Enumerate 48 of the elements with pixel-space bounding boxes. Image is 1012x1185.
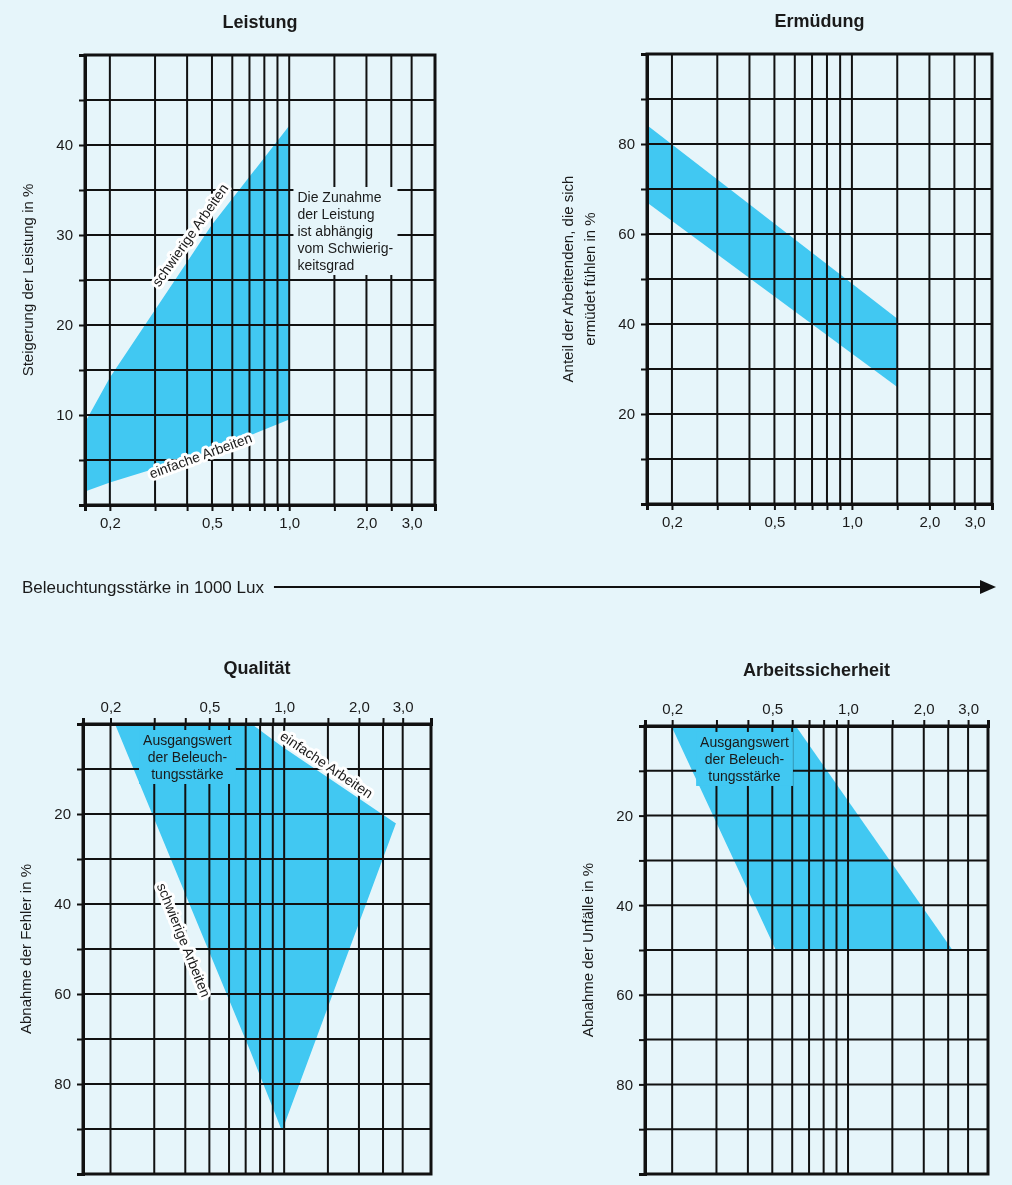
x-tick-label: 3,0 <box>392 698 414 715</box>
x-tick-label: 1,0 <box>838 700 859 717</box>
x-tick-label: 0,2 <box>662 512 683 530</box>
y-tick-label: 80 <box>618 135 635 153</box>
x-tick-label: 0,5 <box>202 513 223 531</box>
x-tick-label: 2,0 <box>913 700 935 717</box>
chart-title: Qualität <box>223 658 291 678</box>
y-tick-label: 60 <box>618 225 635 243</box>
x-tick-label: 1,0 <box>274 698 296 715</box>
y-tick-label: 80 <box>616 1075 633 1093</box>
x-tick-label: 0,5 <box>762 700 784 717</box>
y-axis-title: Abnahme der Fehler in % <box>17 863 34 1035</box>
y-tick-label: 40 <box>56 136 73 154</box>
y-axis-title: Steigerung der Leistung in % <box>19 183 36 377</box>
y-tick-label: 10 <box>56 406 73 424</box>
y-tick-label: 40 <box>618 315 635 333</box>
x-tick-label: 1,0 <box>279 513 301 531</box>
x-tick-label: 0,2 <box>99 513 121 531</box>
y-axis-title: Anteil der Arbeitenden, die sich ermüdet fühlen in % <box>559 175 598 383</box>
x-tick-label: 3,0 <box>964 512 986 530</box>
x-tick-label: 0,5 <box>764 512 786 530</box>
x-tick-label: 0,2 <box>100 698 122 715</box>
y-tick-label: 20 <box>56 316 73 334</box>
x-tick-label: 1,0 <box>841 512 863 530</box>
x-axis-title: Beleuchtungsstärke in 1000 Lux <box>22 578 265 597</box>
y-tick-label: 20 <box>618 405 635 423</box>
y-tick-label: 80 <box>54 1075 71 1093</box>
x-tick-label: 2,0 <box>356 513 378 531</box>
x-tick-label: 3,0 <box>401 513 423 531</box>
x-tick-label: 3,0 <box>958 700 980 717</box>
y-tick-label: 60 <box>616 986 633 1004</box>
chart-title: Arbeitssicherheit <box>742 660 891 680</box>
y-tick-label: 40 <box>616 896 633 914</box>
chart-title: Ermüdung <box>774 11 865 31</box>
x-tick-label: 2,0 <box>349 698 370 715</box>
y-tick-label: 60 <box>54 985 71 1003</box>
annotation: Ausgangswert der Beleuch- tungsstärke <box>700 733 789 784</box>
annotation: Die Zunahme der Leistung ist abhängig vom Schwierig- keitsgrad <box>297 189 394 273</box>
x-tick-label: 2,0 <box>919 512 941 530</box>
y-tick-label: 30 <box>56 226 73 244</box>
y-axis-title: Abnahme der Unfälle in % <box>579 862 596 1038</box>
y-tick-label: 20 <box>616 806 633 824</box>
x-tick-label: 0,5 <box>199 698 221 715</box>
annotation: Ausgangswert der Beleuch- tungsstärke <box>143 732 232 782</box>
chart-title: Leistung <box>222 12 298 32</box>
x-tick-label: 0,2 <box>662 700 684 717</box>
y-tick-label: 40 <box>54 895 71 913</box>
y-tick-label: 20 <box>54 805 71 823</box>
